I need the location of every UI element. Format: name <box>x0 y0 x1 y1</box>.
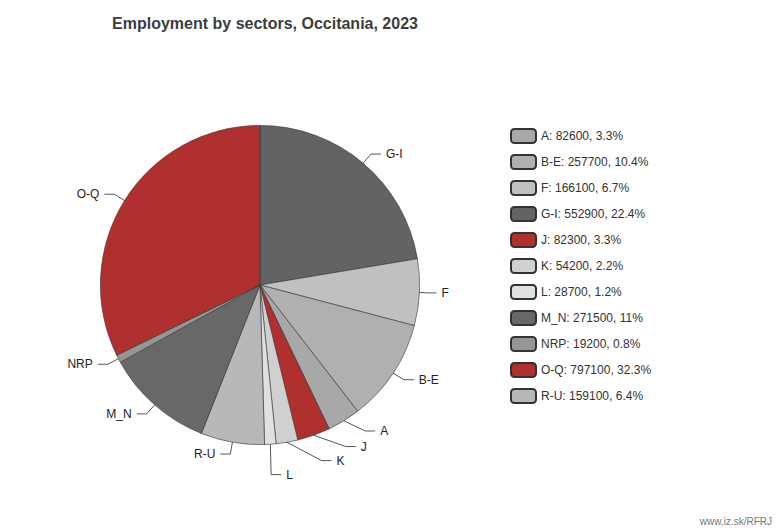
svg-text:O-Q: 797100, 32.3%: O-Q: 797100, 32.3% <box>541 363 651 377</box>
svg-text:O-Q: O-Q <box>77 187 100 201</box>
svg-text:B-E: B-E <box>419 373 439 387</box>
svg-text:J: 82300, 3.3%: J: 82300, 3.3% <box>541 233 621 247</box>
svg-text:R-U: R-U <box>194 447 215 461</box>
svg-text:L: 28700, 1.2%: L: 28700, 1.2% <box>541 285 622 299</box>
svg-text:F: F <box>441 286 448 300</box>
svg-text:G-I: 552900, 22.4%: G-I: 552900, 22.4% <box>541 207 645 221</box>
svg-text:M_N: M_N <box>106 407 131 421</box>
svg-text:Employment by sectors, Occitan: Employment by sectors, Occitania, 2023 <box>112 15 418 32</box>
svg-text:F: 166100, 6.7%: F: 166100, 6.7% <box>541 181 629 195</box>
svg-text:L: L <box>286 468 293 482</box>
svg-text:M_N: 271500, 11%: M_N: 271500, 11% <box>541 311 643 325</box>
svg-text:NRP: 19200, 0.8%: NRP: 19200, 0.8% <box>541 337 641 351</box>
svg-text:G-I: G-I <box>386 147 403 161</box>
svg-text:NRP: NRP <box>67 357 92 371</box>
svg-text:R-U: 159100, 6.4%: R-U: 159100, 6.4% <box>541 389 643 403</box>
svg-text:A: A <box>380 424 388 438</box>
svg-text:B-E: 257700, 10.4%: B-E: 257700, 10.4% <box>541 155 649 169</box>
svg-text:J: J <box>361 440 367 454</box>
svg-text:K: K <box>336 454 344 468</box>
svg-text:A: 82600, 3.3%: A: 82600, 3.3% <box>541 129 623 143</box>
svg-text:www.iz.sk/RFRJ: www.iz.sk/RFRJ <box>699 516 772 527</box>
svg-text:K: 54200, 2.2%: K: 54200, 2.2% <box>541 259 623 273</box>
